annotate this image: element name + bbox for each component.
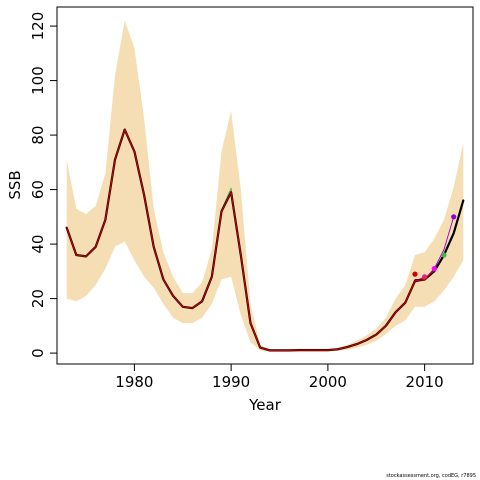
y-axis-label: SSB bbox=[6, 170, 24, 199]
y-axis: 0 20 40 60 80 100 120 bbox=[29, 12, 57, 358]
series-end-point-4 bbox=[451, 214, 457, 220]
x-tick-label: 2010 bbox=[406, 373, 444, 391]
plot-frame bbox=[56, 6, 474, 365]
series-end-point-1 bbox=[412, 271, 418, 277]
y-tick-label: 0 bbox=[29, 348, 47, 358]
x-tick-label: 2000 bbox=[309, 373, 347, 391]
series-end-point-5 bbox=[422, 274, 428, 280]
confidence-band bbox=[66, 20, 464, 352]
y-tick-label: 60 bbox=[29, 180, 47, 199]
y-tick-label: 100 bbox=[29, 66, 47, 95]
x-axis: 1980 1990 2000 2010 bbox=[115, 364, 444, 391]
series-layer bbox=[65, 128, 465, 352]
end-points-layer bbox=[412, 214, 457, 280]
series-line-1 bbox=[66, 129, 435, 351]
series-end-point-3 bbox=[431, 266, 437, 272]
series-end-point-2 bbox=[441, 252, 447, 258]
y-tick-label: 40 bbox=[29, 235, 47, 254]
x-tick-label: 1990 bbox=[212, 373, 250, 391]
y-tick-label: 80 bbox=[29, 126, 47, 145]
y-tick-label: 20 bbox=[29, 289, 47, 308]
confidence-band-layer bbox=[66, 20, 464, 352]
y-tick-label: 120 bbox=[29, 12, 47, 41]
x-tick-label: 1980 bbox=[115, 373, 153, 391]
footer-credit: stockassessment.org, codEG, r7895 bbox=[386, 473, 476, 479]
x-axis-label: Year bbox=[248, 396, 282, 414]
